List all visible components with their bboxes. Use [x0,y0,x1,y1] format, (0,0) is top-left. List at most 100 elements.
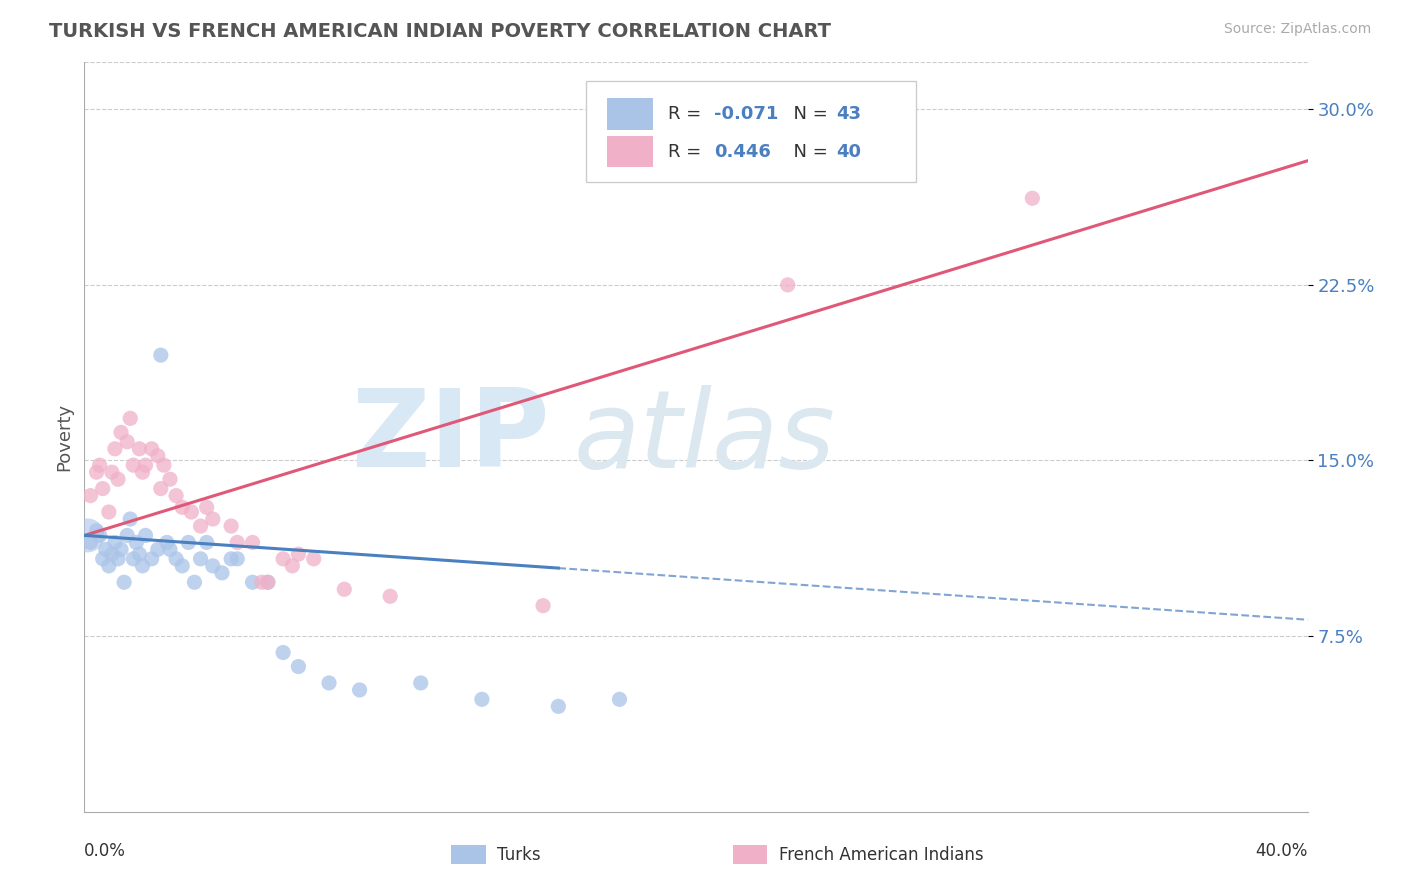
Point [131,558,153,573]
Text: 43: 43 [837,105,862,123]
Point [149,482,172,496]
Text: ZIP: ZIP [350,384,550,490]
FancyBboxPatch shape [586,81,917,182]
Point [257,575,280,590]
Text: Turks: Turks [496,847,540,864]
Text: 40: 40 [837,143,862,161]
Point [190,551,212,566]
Text: 40.0%: 40.0% [1256,842,1308,860]
Point [146,542,169,557]
Point [219,519,242,533]
Point [201,512,224,526]
Point [146,449,169,463]
Point [97,558,120,573]
Point [471,692,494,706]
Point [159,472,181,486]
Text: Source: ZipAtlas.com: Source: ZipAtlas.com [1223,22,1371,37]
Point [86,465,108,479]
Text: R =: R = [668,143,707,161]
Point [349,683,371,698]
Point [128,547,150,561]
Point [219,551,242,566]
Point [101,465,124,479]
Point [226,535,249,549]
Point [107,551,129,566]
Point [104,535,127,549]
Point [250,575,273,590]
Point [153,458,176,473]
Point [115,434,138,449]
Point [287,547,309,561]
Point [287,659,309,673]
Point [159,542,181,557]
Point [94,542,117,557]
Point [149,348,172,362]
Point [120,512,142,526]
Point [91,551,114,566]
Point [131,465,153,479]
Text: N =: N = [782,105,834,123]
Point [141,442,163,456]
Point [125,535,148,549]
Point [271,551,294,566]
Point [201,558,224,573]
Point [333,582,356,597]
Point [135,458,157,473]
Point [180,505,202,519]
Text: N =: N = [782,143,834,161]
Point [135,528,157,542]
Point [122,551,145,566]
Point [257,575,280,590]
Point [112,575,135,590]
Point [531,599,554,613]
Point [79,535,101,549]
Point [141,551,163,566]
Point [115,528,138,542]
Point [76,528,98,542]
Point [172,500,194,515]
Point [609,692,631,706]
Point [547,699,569,714]
Point [281,558,304,573]
Point [271,646,294,660]
Point [165,489,187,503]
Point [195,535,218,549]
Text: French American Indians: French American Indians [779,847,984,864]
Point [110,425,132,440]
Point [128,442,150,456]
Point [776,277,799,292]
Point [89,458,111,473]
Point [195,500,218,515]
Point [302,551,325,566]
Point [107,472,129,486]
Point [318,676,340,690]
Point [409,676,432,690]
Y-axis label: Poverty: Poverty [55,403,73,471]
Bar [733,846,766,864]
Point [183,575,205,590]
Bar [451,846,485,864]
Text: atlas: atlas [574,384,835,490]
Point [177,535,200,549]
Point [91,482,114,496]
Point [101,547,124,561]
Text: 0.446: 0.446 [714,143,772,161]
Text: TURKISH VS FRENCH AMERICAN INDIAN POVERTY CORRELATION CHART: TURKISH VS FRENCH AMERICAN INDIAN POVERT… [49,22,831,41]
Point [165,551,187,566]
Point [120,411,142,425]
Bar [606,136,654,168]
Point [190,519,212,533]
Text: 0.0%: 0.0% [84,842,127,860]
Point [211,566,233,580]
Point [97,505,120,519]
Point [172,558,194,573]
Point [122,458,145,473]
Point [380,590,402,604]
Point [242,535,264,549]
Point [86,524,108,538]
Text: -0.071: -0.071 [714,105,779,123]
Point [226,551,249,566]
Point [110,542,132,557]
Point [104,442,127,456]
Point [1021,191,1043,205]
